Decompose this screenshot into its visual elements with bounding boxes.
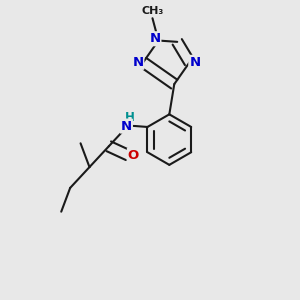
Text: N: N <box>121 120 132 133</box>
Text: N: N <box>132 56 143 69</box>
Text: O: O <box>128 149 139 162</box>
Text: CH₃: CH₃ <box>141 6 164 16</box>
Text: N: N <box>189 56 200 69</box>
Text: H: H <box>125 111 135 124</box>
Text: N: N <box>149 32 161 45</box>
